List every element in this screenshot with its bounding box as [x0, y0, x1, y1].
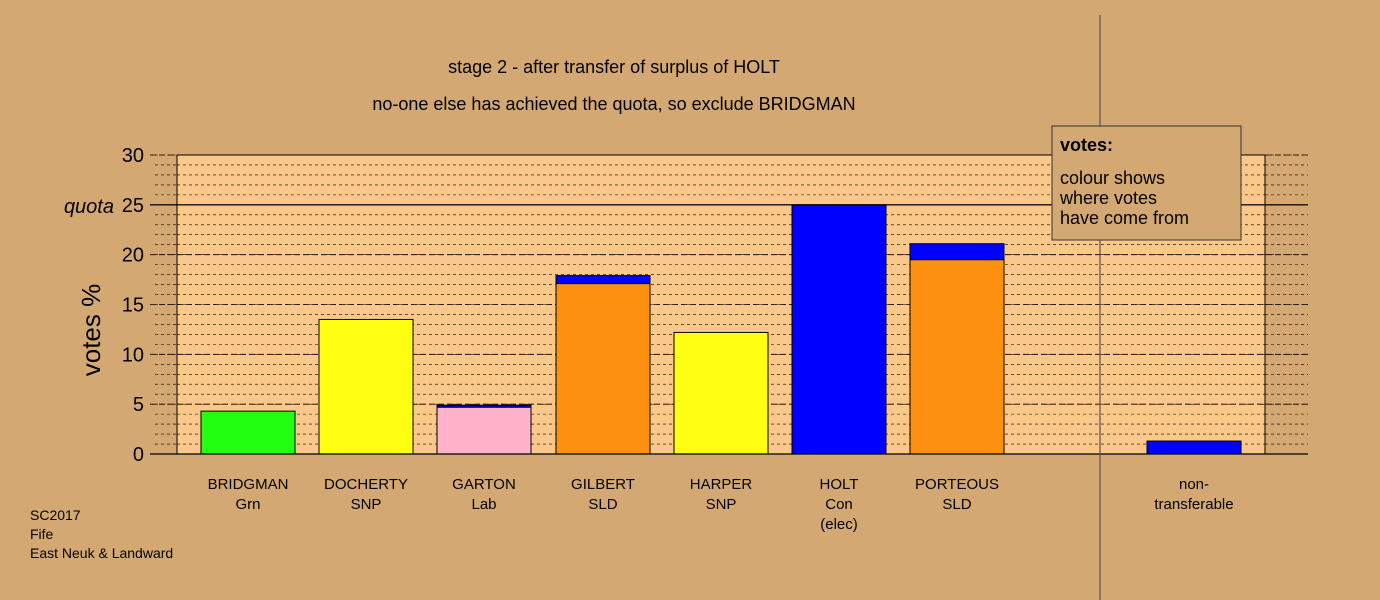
x-tick-label: Grn — [235, 496, 260, 513]
x-tick-label: DOCHERTY — [324, 476, 408, 493]
x-tick-label: non- — [1179, 476, 1209, 493]
x-tick-label: SLD — [942, 496, 971, 513]
x-tick-label: HOLT — [820, 476, 859, 493]
y-tick-label: 5 — [133, 394, 144, 416]
x-tick-label: (elec) — [820, 516, 858, 533]
bar-segment — [909, 259, 1005, 455]
y-tick-labels: 0 5 10 15 20 25 30 — [122, 145, 144, 466]
bar-segment — [555, 283, 651, 455]
y-tick-label: 15 — [122, 295, 144, 317]
bar-segment — [673, 331, 769, 455]
y-tick-label: 30 — [122, 145, 144, 167]
x-tick-label: Lab — [471, 496, 496, 513]
x-tick-label: transferable — [1154, 496, 1233, 513]
x-tick-label: HARPER — [690, 476, 753, 493]
bar-segment — [555, 275, 651, 285]
legend-line: have come from — [1060, 208, 1189, 228]
x-tick-label: SNP — [351, 496, 382, 513]
x-tick-label: Con — [825, 496, 853, 513]
footer: SC2017 Fife East Neuk & Landward — [30, 507, 173, 561]
footer-line: SC2017 — [30, 507, 81, 523]
y-tick-label: 20 — [122, 245, 144, 267]
x-tick-label: BRIDGMAN — [208, 476, 289, 493]
footer-line: Fife — [30, 526, 54, 542]
x-tick-label: PORTEOUS — [915, 476, 999, 493]
quota-label: quota — [64, 196, 114, 218]
bar-segment — [909, 243, 1005, 261]
non-transferable-bar — [1146, 440, 1242, 455]
bar-segment — [200, 410, 296, 455]
x-tick-label: GILBERT — [571, 476, 635, 493]
x-tick-label: SLD — [588, 496, 617, 513]
chart-title: stage 2 - after transfer of surplus of H… — [448, 57, 780, 77]
x-tick-labels: BRIDGMAN Grn DOCHERTY SNP GARTON Lab GILBERT SL… — [208, 476, 1234, 533]
footer-line: East Neuk & Landward — [30, 545, 173, 561]
legend-line: where votes — [1059, 188, 1157, 208]
y-tick-label: 10 — [122, 344, 144, 366]
bars — [200, 204, 1242, 455]
bar-segment — [436, 404, 532, 408]
x-tick-label: SNP — [706, 496, 737, 513]
legend-line: colour shows — [1060, 168, 1165, 188]
y-axis-label: votes % — [76, 284, 106, 377]
bar-segment — [318, 318, 414, 455]
legend-heading: votes: — [1060, 135, 1113, 155]
x-tick-label: GARTON — [452, 476, 516, 493]
legend-box — [1051, 125, 1242, 241]
bar-segment — [791, 204, 887, 455]
y-tick-label: 0 — [133, 444, 144, 466]
legend: votes: colour shows where votes have com… — [1051, 125, 1242, 241]
chart-subtitle: no-one else has achieved the quota, so e… — [372, 94, 855, 114]
y-tick-label: 25 — [122, 195, 144, 217]
bar-segment — [436, 406, 532, 455]
